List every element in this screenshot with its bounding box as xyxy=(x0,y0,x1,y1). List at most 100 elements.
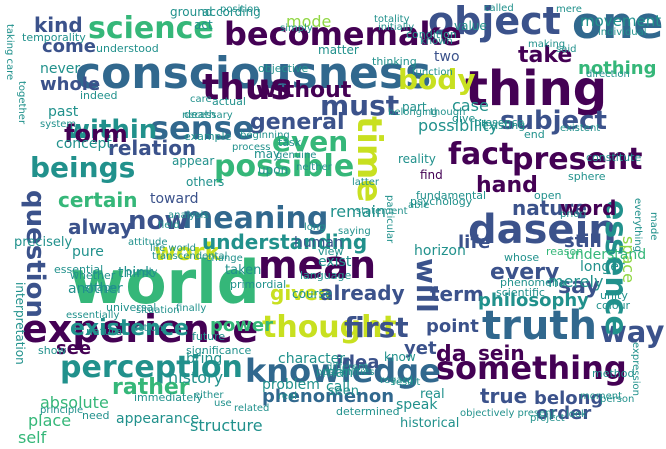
word-moment: moment xyxy=(580,391,623,402)
word-belonging: belonging xyxy=(388,107,438,118)
word-never: never xyxy=(40,61,81,77)
word-field: field xyxy=(158,220,180,231)
word-though: though xyxy=(430,107,466,118)
word-character: character xyxy=(278,351,346,367)
word-unity: unity xyxy=(600,289,628,302)
word-psychology: psychology xyxy=(410,195,473,208)
word-historical: historical xyxy=(400,416,460,431)
word-different: different xyxy=(326,362,369,373)
word-real: real xyxy=(420,387,445,402)
word-ground: ground xyxy=(170,5,213,19)
word-work: work xyxy=(154,238,221,266)
word-concept: concept xyxy=(56,136,112,152)
word-subject: subject xyxy=(500,106,607,136)
word-essentially: essentially xyxy=(66,310,120,321)
word-made: made xyxy=(648,212,659,241)
word-body: body xyxy=(398,63,476,96)
word-together: together xyxy=(16,81,27,125)
word-existence: existence xyxy=(70,316,189,341)
word-knowledge: knowledge xyxy=(245,352,441,390)
word-one: one xyxy=(572,0,664,49)
word-beginning: beginning xyxy=(240,130,290,141)
word-condition: condition xyxy=(406,28,457,41)
word-totality: totality xyxy=(374,14,410,25)
word-regard: regard xyxy=(380,375,413,386)
word-constitute: constitute xyxy=(586,151,642,164)
word-indeed: indeed xyxy=(80,89,118,102)
word-shape: shape xyxy=(84,281,118,294)
word-finally: finally xyxy=(176,303,207,314)
word-self: self xyxy=(18,428,47,447)
word-temporality: temporality xyxy=(22,31,86,44)
word-call: call xyxy=(326,379,351,395)
word-mean: mean xyxy=(258,243,377,287)
word-certain: certain xyxy=(58,188,138,212)
word-see: see xyxy=(56,338,92,359)
word-direction: direction xyxy=(586,69,630,80)
word-process: process xyxy=(232,142,271,153)
word-long: long xyxy=(304,222,326,233)
word-word: word xyxy=(560,196,617,220)
word-becomemake: becomemake xyxy=(224,15,462,53)
word-taken: taken xyxy=(225,263,262,278)
word-horizon: horizon xyxy=(414,243,466,259)
word-whether: whether xyxy=(70,269,116,282)
word-person: person xyxy=(600,394,635,405)
word-necessary: necessary xyxy=(182,110,233,121)
word-nothing: nothing xyxy=(578,58,657,79)
word-actual: actual xyxy=(212,95,246,108)
word-universal: universal xyxy=(106,301,157,314)
word-thought: thought xyxy=(262,310,397,345)
word-end: end xyxy=(524,128,545,141)
word-say: say xyxy=(558,274,600,299)
word-know: know xyxy=(384,350,416,364)
word-hand: hand xyxy=(476,173,538,198)
word-precisely: precisely xyxy=(14,235,73,250)
word-making: making xyxy=(528,39,566,50)
word-power: power xyxy=(210,315,273,336)
word-way: way xyxy=(600,315,665,349)
word-true: true xyxy=(480,384,528,408)
word-show: show xyxy=(38,344,67,357)
word-speak: speak xyxy=(396,397,438,413)
word-function: function xyxy=(412,67,453,78)
word-take: take xyxy=(518,43,573,68)
word-beings: beings xyxy=(30,151,136,184)
word-toward: toward xyxy=(150,191,199,207)
word-absolute: absolute xyxy=(40,393,109,412)
word-view: view xyxy=(318,245,344,258)
word-reason: reason xyxy=(546,245,584,258)
word-called: called xyxy=(484,3,514,14)
word-method: method xyxy=(592,367,635,380)
word-phenomena: phenomena xyxy=(500,276,566,289)
word-transcendental: transcendental xyxy=(152,251,228,262)
word-objectively-present: objectively present xyxy=(460,408,556,419)
word-even: even xyxy=(272,125,349,158)
word-objective: objective xyxy=(258,62,309,75)
word-understand: understand xyxy=(566,247,647,263)
word-action: action xyxy=(132,323,163,334)
word-according: according xyxy=(202,5,261,19)
word-essential: essential xyxy=(54,263,104,276)
word-think: think xyxy=(118,265,154,281)
word-simply: simply xyxy=(280,23,313,34)
word-particular: particular xyxy=(384,195,395,244)
word-attitude: attitude xyxy=(128,237,168,248)
word-seen: seen xyxy=(328,384,360,399)
word-understood: understood xyxy=(96,42,159,55)
word-fact: fact xyxy=(448,137,514,172)
word-nature: nature xyxy=(512,196,587,220)
word-structure: structure xyxy=(190,416,263,435)
word-consciousness: consciousness xyxy=(75,48,432,99)
word-existing: existing xyxy=(482,119,526,132)
word-presence: presence xyxy=(474,116,525,129)
word-past: past xyxy=(48,104,79,120)
word-priori: priori xyxy=(560,209,587,220)
word-must: must xyxy=(320,89,400,122)
word-taking-care: taking care xyxy=(4,24,15,81)
word-reality: reality xyxy=(398,152,436,166)
word-statement: statement xyxy=(356,206,408,217)
word-analysis: analysis xyxy=(168,210,209,221)
word-still: still xyxy=(564,231,602,252)
word-find: find xyxy=(420,168,443,182)
